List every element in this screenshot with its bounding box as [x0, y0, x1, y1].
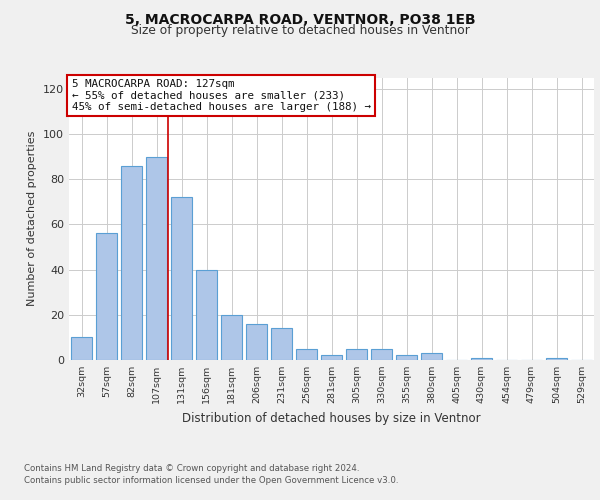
Text: Contains public sector information licensed under the Open Government Licence v3: Contains public sector information licen…	[24, 476, 398, 485]
Bar	[196, 270, 217, 360]
Y-axis label: Number of detached properties: Number of detached properties	[28, 131, 37, 306]
Bar	[171, 198, 192, 360]
Bar	[396, 356, 417, 360]
Bar	[121, 166, 142, 360]
Bar	[96, 234, 117, 360]
Bar	[296, 348, 317, 360]
Text: Size of property relative to detached houses in Ventnor: Size of property relative to detached ho…	[131, 24, 469, 37]
X-axis label: Distribution of detached houses by size in Ventnor: Distribution of detached houses by size …	[182, 412, 481, 424]
Bar	[371, 348, 392, 360]
Bar	[321, 356, 342, 360]
Bar	[471, 358, 492, 360]
Bar	[271, 328, 292, 360]
Text: Contains HM Land Registry data © Crown copyright and database right 2024.: Contains HM Land Registry data © Crown c…	[24, 464, 359, 473]
Text: 5 MACROCARPA ROAD: 127sqm
← 55% of detached houses are smaller (233)
45% of semi: 5 MACROCARPA ROAD: 127sqm ← 55% of detac…	[71, 79, 371, 112]
Bar	[71, 338, 92, 360]
Bar	[346, 348, 367, 360]
Bar	[146, 156, 167, 360]
Bar	[546, 358, 567, 360]
Text: 5, MACROCARPA ROAD, VENTNOR, PO38 1EB: 5, MACROCARPA ROAD, VENTNOR, PO38 1EB	[125, 12, 475, 26]
Bar	[421, 353, 442, 360]
Bar	[246, 324, 267, 360]
Bar	[221, 315, 242, 360]
